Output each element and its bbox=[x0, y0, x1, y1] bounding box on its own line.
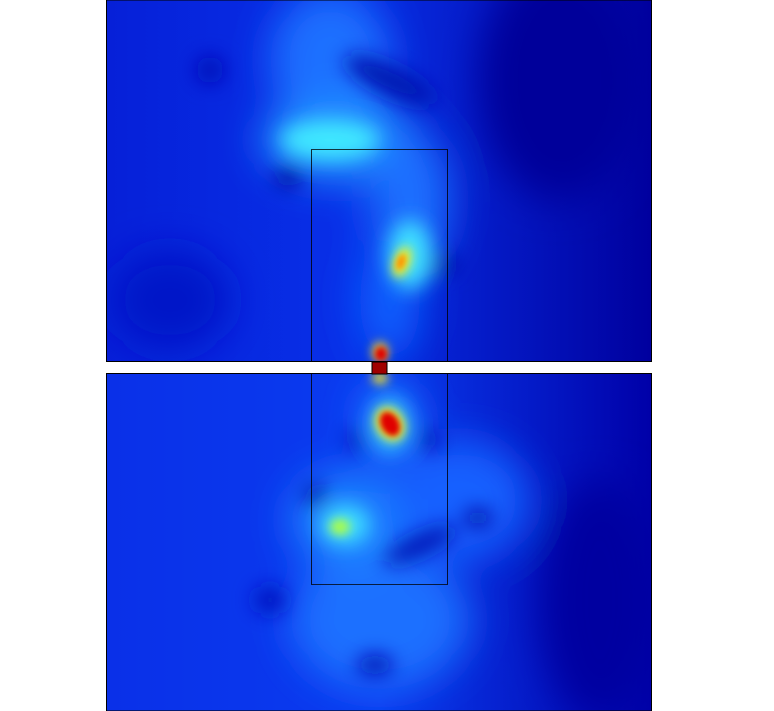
bottom-domain bbox=[106, 373, 652, 711]
subdomain-outline bbox=[311, 149, 448, 585]
source-region bbox=[371, 361, 388, 375]
top-domain bbox=[106, 0, 652, 362]
